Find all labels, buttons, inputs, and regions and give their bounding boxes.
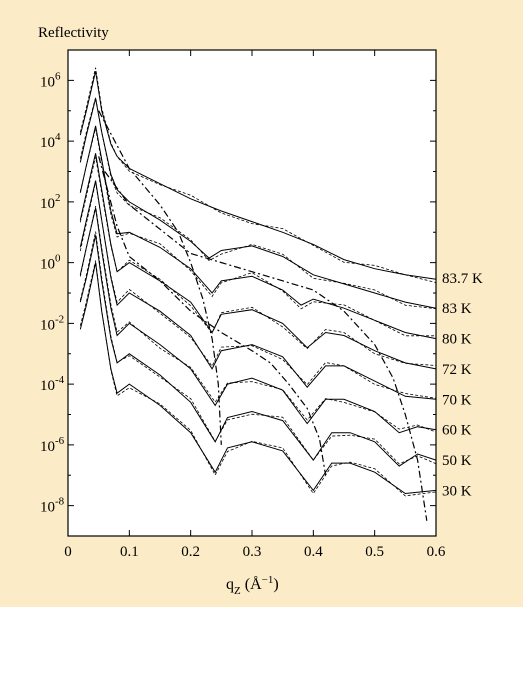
series-line [79,262,437,495]
series-layer [79,67,437,497]
series-fit-line [79,231,437,465]
y-tick-label: 102 [40,192,61,212]
y-tick-label: 10-6 [40,435,65,455]
series-label: 72 K [442,362,472,378]
reflectivity-chart: Reflectivity 83.7 K 83 K 80 K 72 K 70 K 60 K 5… [0,0,523,607]
series-label: 70 K [442,392,472,408]
series-label: 30 K [442,483,472,499]
series-label: 60 K [442,423,472,439]
series-fit-line [79,206,437,433]
y-tick-label: 106 [40,70,61,90]
x-tick-label: 0.6 [427,544,446,560]
y-axis-title: Reflectivity [38,25,109,41]
label-layer: 83.7 K 83 K 80 K 72 K 70 K 60 K 50 K 30 K 0 0.1 0.… [40,70,483,560]
x-tick-label: 0.4 [304,544,323,560]
dashdot-curve [104,171,428,521]
plot-frame [67,49,437,537]
y-tick-label: 104 [40,131,61,151]
series-label: 50 K [442,453,472,469]
x-tick-label: 0.1 [120,544,139,560]
dashdot-curve [98,156,327,476]
y-tick-label: 10-8 [40,496,65,516]
y-tick-label: 10-2 [40,313,64,333]
y-tick-label: 10-4 [40,374,65,394]
series-line [79,125,437,340]
series-fit-line [79,260,437,497]
y-tick-label: 100 [40,253,61,273]
series-label: 83.7 K [442,271,483,287]
series-line [79,207,437,434]
x-tick-label: 0 [64,544,72,560]
plot-area [68,50,436,536]
series-line [79,71,437,280]
series-label: 80 K [442,332,472,348]
dashdot-layer [98,110,428,521]
x-tick-label: 0.3 [243,544,262,560]
x-tick-label: 0.5 [365,544,384,560]
dashdot-curve [98,110,222,445]
series-fit-line [79,156,437,366]
series-label: 83 K [442,301,472,317]
series-fit-line [79,67,437,283]
series-fit-line [79,182,437,399]
series-fit-line [79,128,436,337]
x-tick-label: 0.2 [181,544,200,560]
x-axis-title: qZ (Å−1) [226,574,279,597]
figure-panel: Reflectivity 83.7 K 83 K 80 K 72 K 70 K 60 K 5… [0,0,523,607]
series-line [79,235,437,467]
series-fit-line [79,97,437,310]
